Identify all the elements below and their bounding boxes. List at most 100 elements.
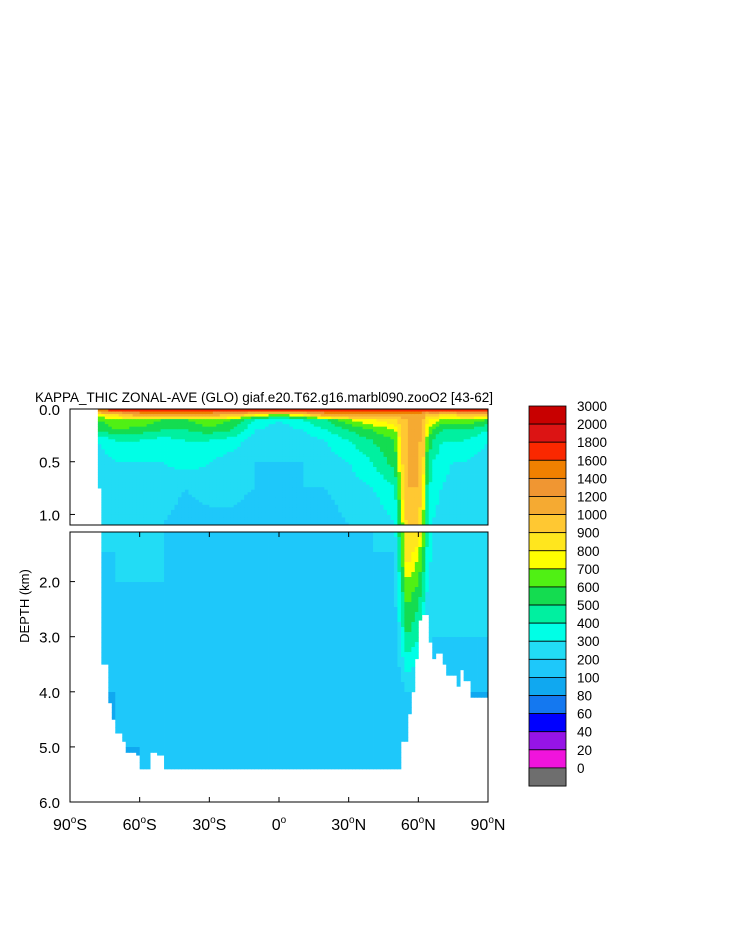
field-cell <box>261 469 266 473</box>
field-cell <box>390 499 395 503</box>
field-cell <box>258 451 262 455</box>
field-cell <box>362 517 367 521</box>
field-cell <box>421 472 426 475</box>
field-cell <box>442 441 447 445</box>
field-cell <box>226 509 231 513</box>
field-cell <box>171 459 175 463</box>
field-cell <box>195 411 200 415</box>
field-cell <box>474 431 478 435</box>
field-cell <box>146 411 151 415</box>
field-cell <box>150 411 154 415</box>
field-cell <box>237 467 242 470</box>
field-cell <box>373 504 377 508</box>
field-cell <box>404 464 409 468</box>
field-cell <box>313 416 318 420</box>
field-cell <box>150 514 154 518</box>
field-cell <box>181 522 186 525</box>
field-cell <box>136 414 141 417</box>
field-cell <box>463 424 468 428</box>
field-cell <box>188 489 193 493</box>
field-cell <box>341 429 346 433</box>
field-cell <box>104 497 109 501</box>
field-cell <box>150 522 154 525</box>
field-cell <box>237 504 242 508</box>
field-cell <box>463 514 468 518</box>
field-cell <box>289 429 294 433</box>
field-cell <box>428 424 433 428</box>
field-cell <box>132 479 137 483</box>
field-cell <box>188 441 193 445</box>
field-cell <box>261 429 266 433</box>
field-cell <box>400 461 405 465</box>
field-cell <box>164 409 168 412</box>
field-cell <box>376 459 381 463</box>
field-cell <box>292 504 297 508</box>
field-cell <box>474 439 478 443</box>
field-cell <box>184 494 189 498</box>
field-cell <box>129 459 134 463</box>
field-cell <box>153 429 158 433</box>
field-cell <box>334 411 339 415</box>
field-cell <box>272 497 276 501</box>
field-cell <box>115 512 120 516</box>
field-cell <box>317 451 322 455</box>
field-cell <box>453 464 458 468</box>
field-cell <box>108 411 113 415</box>
field-cell <box>118 416 123 420</box>
field-cell <box>383 507 388 511</box>
field-cell <box>251 439 256 443</box>
field-cell <box>390 421 395 425</box>
field-cell <box>268 449 273 453</box>
field-cell <box>345 434 350 438</box>
field-cell <box>352 454 357 458</box>
field-cell <box>136 484 141 488</box>
field-cell <box>352 444 357 448</box>
field-cell <box>111 461 116 465</box>
field-cell <box>198 434 203 438</box>
field-cell <box>212 439 217 443</box>
field-cell <box>352 426 357 430</box>
field-cell <box>139 497 144 501</box>
field-cell <box>174 497 179 501</box>
field-cell <box>230 489 235 493</box>
field-cell <box>223 482 228 486</box>
field-cell <box>153 424 158 428</box>
field-cell <box>446 434 451 438</box>
field-cell <box>188 502 193 506</box>
field-cell <box>268 499 273 503</box>
field-cell <box>303 441 308 445</box>
field-cell <box>150 512 154 516</box>
field-cell <box>446 451 451 455</box>
field-cell <box>331 499 336 503</box>
field-cell <box>115 509 120 513</box>
field-cell <box>317 479 322 483</box>
field-cell <box>383 431 388 435</box>
field-cell <box>143 456 148 460</box>
field-cell <box>240 409 245 412</box>
field-cell <box>467 522 471 525</box>
field-cell <box>282 482 287 486</box>
field-cell <box>470 504 475 508</box>
field-cell <box>439 519 444 523</box>
field-cell <box>285 484 290 488</box>
field-cell <box>442 439 447 443</box>
field-cell <box>132 489 137 493</box>
field-cell <box>272 421 276 425</box>
field-cell <box>400 492 405 496</box>
field-cell <box>289 504 294 508</box>
field-cell <box>191 514 196 518</box>
field-cell <box>355 434 360 438</box>
field-cell <box>282 514 287 518</box>
field-cell <box>268 519 273 523</box>
field-cell <box>474 477 478 481</box>
field-cell <box>411 414 416 417</box>
field-cell <box>390 522 395 525</box>
field-cell <box>369 479 374 483</box>
field-cell <box>177 492 182 496</box>
field-cell <box>355 431 360 435</box>
field-cell <box>331 472 336 475</box>
field-cell <box>240 472 245 475</box>
field-cell <box>240 416 245 420</box>
field-cell <box>212 419 217 423</box>
field-cell <box>425 489 430 493</box>
